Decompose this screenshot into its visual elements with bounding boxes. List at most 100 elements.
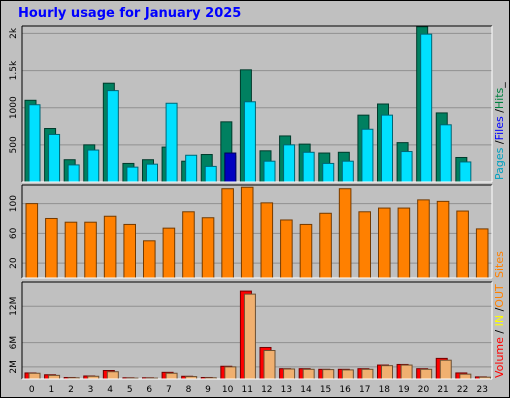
legend-part: / xyxy=(493,109,506,116)
bar-files xyxy=(165,102,178,183)
y-tick-label: 20 xyxy=(9,257,19,269)
bar-files xyxy=(146,163,158,183)
x-tick-label: 15 xyxy=(320,385,331,395)
bar-files xyxy=(28,104,41,183)
panel-volume: 2M 6M 12M xyxy=(9,290,492,380)
x-tick-label: 19 xyxy=(398,385,410,395)
x-tick-label: 3 xyxy=(88,385,94,395)
x-tick-label: 7 xyxy=(166,385,172,395)
bar-out xyxy=(106,371,119,380)
bar-files xyxy=(302,151,315,183)
legend-part: Sites xyxy=(493,251,506,278)
bar-sites xyxy=(319,212,332,279)
x-tick-label: 1 xyxy=(49,385,55,395)
legend-sites: Sites xyxy=(493,251,506,278)
legend-hits-files-pages: Pages /Files /Hits_ xyxy=(493,82,506,180)
bar-files xyxy=(400,151,413,183)
bar-files xyxy=(243,101,256,183)
x-tick-label: 5 xyxy=(127,385,133,395)
bar-out xyxy=(302,368,315,380)
bar-out xyxy=(28,372,41,380)
bar-sites xyxy=(201,217,215,279)
legend-part: _ xyxy=(493,82,506,89)
bar-out xyxy=(283,368,296,380)
bar-sites xyxy=(45,217,58,279)
bar-files xyxy=(48,133,61,183)
x-tick-label: 2 xyxy=(68,385,74,395)
bar-files xyxy=(322,162,335,183)
y-tick-label: 2k xyxy=(9,27,19,39)
legend-part: IN xyxy=(493,315,506,326)
panel-sites: 20 60 100 xyxy=(9,186,492,279)
bar-sites xyxy=(103,215,117,279)
bar-sites xyxy=(475,228,489,279)
y-tick-label: 1.5k xyxy=(9,60,19,80)
legend-part: / xyxy=(493,140,506,147)
bar-sites xyxy=(378,207,391,279)
bar-files xyxy=(283,144,296,183)
bar-sites xyxy=(162,227,176,279)
bar-sites xyxy=(436,200,450,279)
x-tick-label: 8 xyxy=(186,385,192,395)
bar-out xyxy=(400,364,413,380)
bar-files xyxy=(420,33,433,183)
bar-out xyxy=(224,366,237,380)
y-tick-label: 12M xyxy=(9,297,19,316)
x-tick-label: 18 xyxy=(379,385,391,395)
legend-volume: Volume / IN /OUT xyxy=(493,284,506,378)
bar-sites xyxy=(221,188,234,279)
bar-sites xyxy=(260,202,274,279)
legend-part: / xyxy=(493,326,506,337)
bar-sites xyxy=(143,240,156,279)
bar-files xyxy=(459,161,472,183)
bar-files xyxy=(381,114,393,183)
x-tick-label: 13 xyxy=(281,385,292,395)
bar-out xyxy=(439,359,452,380)
bar-out xyxy=(341,369,354,380)
panel-hits-files-pages: 500 1000 1.5k 2k xyxy=(9,26,492,183)
bar-sites xyxy=(456,210,469,279)
bar-sites xyxy=(84,221,97,279)
x-tick-label: 20 xyxy=(418,385,430,395)
y-tick-label: 60 xyxy=(9,227,19,239)
bar-out xyxy=(381,365,393,380)
bar-out xyxy=(322,369,335,380)
x-tick-label: 0 xyxy=(29,385,35,395)
bar-out xyxy=(243,293,256,380)
bar-files xyxy=(87,149,100,183)
bar-sites xyxy=(299,223,313,279)
bar-sites xyxy=(417,199,430,279)
bar-files xyxy=(67,164,80,183)
bar-files xyxy=(185,154,198,183)
x-tick-label: 14 xyxy=(300,385,312,395)
legend-part: / xyxy=(493,307,506,314)
legend-part: Hits xyxy=(493,87,506,109)
x-tick-label: 21 xyxy=(437,385,448,395)
bar-sites xyxy=(25,203,39,279)
y-tick-label: 100 xyxy=(9,195,19,212)
legend-part: Pages xyxy=(493,147,506,180)
bar-sites xyxy=(123,223,136,279)
bar-out xyxy=(361,368,374,380)
y-tick-label: 500 xyxy=(9,136,19,153)
x-tick-label: 12 xyxy=(261,385,272,395)
legend-part: Files xyxy=(493,116,506,140)
bar-sites xyxy=(397,207,411,279)
bar-files xyxy=(126,166,139,183)
y-tick-label: 1000 xyxy=(9,96,19,119)
x-tick-label: 9 xyxy=(205,385,211,395)
bar-files xyxy=(263,160,276,183)
x-tick-label: 17 xyxy=(359,385,370,395)
bar-files xyxy=(106,90,119,183)
x-tick-label: 6 xyxy=(146,385,152,395)
bar-sites xyxy=(182,211,195,279)
x-tick-label: 22 xyxy=(457,385,468,395)
bar-out xyxy=(48,374,61,380)
x-tick-label: 4 xyxy=(107,385,113,395)
bar-sites xyxy=(64,221,78,279)
y-tick-label: 6M xyxy=(9,336,19,350)
bar-files xyxy=(361,128,374,183)
bar-out xyxy=(420,368,433,380)
bar-pages xyxy=(224,152,237,183)
x-tick-label: 23 xyxy=(476,385,487,395)
